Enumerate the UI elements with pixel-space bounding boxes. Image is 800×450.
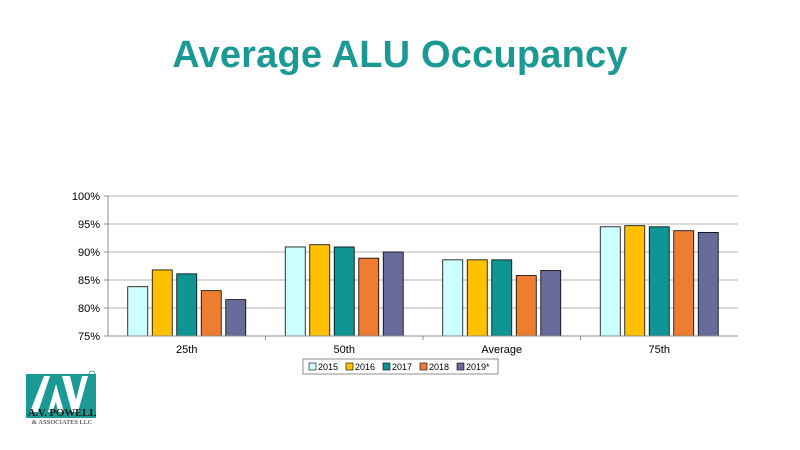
bar-25th-2016 bbox=[151, 269, 173, 337]
bar-25th-2017 bbox=[176, 273, 198, 337]
bar-25th-2018 bbox=[200, 290, 222, 337]
legend-label: 2015 bbox=[318, 362, 338, 372]
y-tick-label: 85% bbox=[78, 275, 100, 287]
legend-label: 2018 bbox=[429, 362, 449, 372]
y-tick-label: 80% bbox=[78, 303, 100, 315]
company-logo-icon bbox=[26, 370, 96, 418]
chart-bars bbox=[127, 225, 719, 337]
bar-25th-2019* bbox=[225, 299, 247, 337]
legend-label: 2019* bbox=[466, 362, 490, 372]
bar-50th-2019* bbox=[382, 251, 404, 337]
bar-50th-2017 bbox=[333, 246, 355, 337]
legend-label: 2017 bbox=[392, 362, 412, 372]
x-axis-ticks: 25th 50th Average 75th bbox=[108, 335, 738, 356]
bar-75th-2015 bbox=[599, 226, 621, 337]
y-tick-label: 100% bbox=[72, 191, 100, 203]
page-title: Average ALU Occupancy bbox=[172, 34, 628, 76]
x-tick-label: 25th bbox=[176, 344, 197, 356]
logo-subtitle: & ASSOCIATES LLC bbox=[31, 419, 93, 426]
bar-75th-2016 bbox=[624, 225, 646, 337]
bar-Average-2019* bbox=[540, 270, 562, 337]
bar-75th-2018 bbox=[673, 230, 695, 337]
x-tick-label: 75th bbox=[649, 344, 670, 356]
logo-name: A.V. POWELL bbox=[27, 407, 97, 419]
x-tick-label: 50th bbox=[334, 344, 355, 356]
legend-swatch bbox=[345, 362, 354, 371]
bar-Average-2018 bbox=[515, 275, 537, 337]
y-tick-label: 75% bbox=[78, 331, 100, 343]
bar-Average-2016 bbox=[466, 259, 488, 337]
bar-75th-2019* bbox=[697, 231, 719, 337]
bar-Average-2015 bbox=[442, 259, 464, 337]
legend-swatch bbox=[456, 362, 465, 371]
bar-25th-2015 bbox=[127, 286, 149, 337]
chart-legend: 2015 2016 2017 2018 2019* bbox=[302, 358, 499, 375]
bar-75th-2017 bbox=[648, 226, 670, 337]
bar-50th-2015 bbox=[284, 246, 306, 337]
legend-swatch bbox=[382, 362, 391, 371]
legend-swatch bbox=[308, 362, 317, 371]
bar-50th-2018 bbox=[358, 257, 380, 337]
x-tick-label: Average bbox=[481, 344, 522, 356]
y-tick-label: 95% bbox=[78, 219, 100, 231]
bar-50th-2016 bbox=[309, 244, 331, 337]
legend-swatch bbox=[419, 362, 428, 371]
legend-label: 2016 bbox=[355, 362, 375, 372]
y-tick-label: 90% bbox=[78, 247, 100, 259]
y-axis-ticks: 75% 80% 85% 90% 95% 100% bbox=[72, 191, 109, 343]
bar-Average-2017 bbox=[491, 259, 513, 337]
